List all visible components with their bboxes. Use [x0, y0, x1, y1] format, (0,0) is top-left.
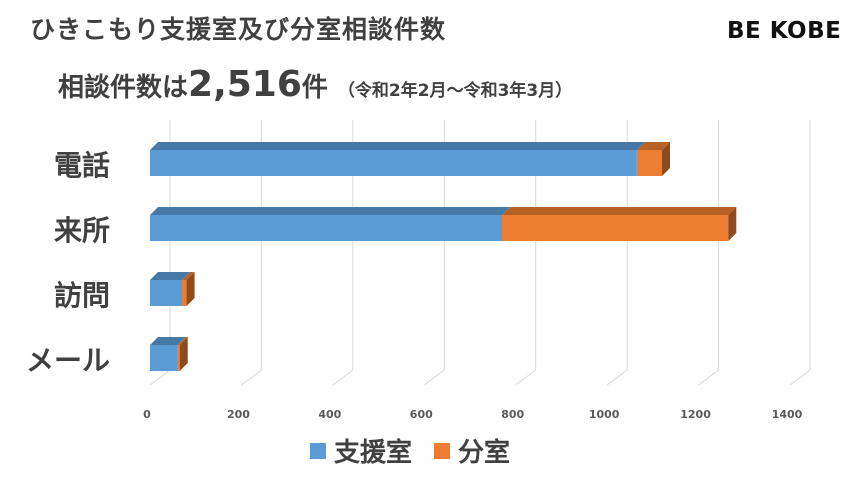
x-tick-label: 1400: [772, 408, 803, 421]
bar-side: [186, 272, 195, 306]
x-tick-label: 1200: [680, 408, 711, 421]
gridline-base-800: [515, 369, 537, 386]
legend-item-branch-office: 分室: [434, 432, 510, 469]
legend-swatch-branch-office: [434, 442, 451, 459]
gridline-base-1200: [698, 369, 719, 386]
summary-period: （令和2年2月～令和3年3月）: [337, 81, 573, 101]
bar-support-office: [150, 345, 178, 371]
chart-legend: 支援室 分室: [310, 432, 532, 469]
legend-item-support-office: 支援室: [310, 432, 412, 469]
gridline-base-200: [241, 369, 262, 386]
category-label: 電話: [54, 149, 110, 182]
bar-support-office: [150, 280, 182, 306]
x-tick-label: 1000: [589, 408, 620, 421]
gridline-base-0: [149, 369, 171, 386]
summary-value: 2,516: [188, 64, 302, 105]
x-tick-label: 0: [143, 408, 151, 421]
bar-branch-office: [636, 150, 662, 176]
gridline-base-600: [423, 369, 445, 386]
bar-top-branch-office: [182, 272, 195, 280]
be-kobe-logo: BE KOBE: [727, 18, 842, 44]
summary-prefix: 相談件数は: [58, 73, 189, 103]
legend-label-branch-office: 分室: [458, 438, 511, 468]
category-label: メール: [26, 344, 110, 377]
bar-support-office: [150, 150, 637, 176]
bar-top-branch-office: [502, 207, 737, 215]
summary-line: 相談件数は2,516件 （令和2年2月～令和3年3月）: [58, 64, 572, 105]
legend-label-support-office: 支援室: [334, 438, 413, 468]
bar-top-support-office: [150, 337, 186, 345]
bar-branch-office: [177, 345, 180, 371]
bar-top-support-office: [150, 142, 645, 150]
bar-side: [662, 142, 670, 176]
bar-support-office: [150, 215, 502, 241]
category-label: 訪問: [54, 279, 110, 312]
bar-branch-office: [502, 215, 729, 241]
gridline-base-400: [332, 369, 354, 386]
x-tick-label: 800: [501, 408, 524, 421]
bar-top-support-office: [150, 272, 190, 280]
x-tick-label: 200: [227, 408, 250, 421]
bar-top-branch-office: [177, 337, 188, 345]
summary-unit: 件: [301, 73, 328, 103]
gridline-base-1000: [606, 369, 628, 386]
bar-top-support-office: [150, 207, 510, 215]
bar-branch-office: [182, 280, 187, 306]
legend-swatch-support-office: [310, 442, 326, 459]
gridline-base-1400: [789, 369, 811, 386]
bar-side: [179, 337, 188, 371]
chart-title: ひきこもり支援室及び分室相談件数: [30, 15, 447, 44]
category-label: 来所: [54, 214, 110, 247]
bar-side: [728, 207, 737, 241]
x-tick-label: 400: [318, 408, 341, 421]
x-tick-label: 600: [410, 408, 433, 421]
bar-top-branch-office: [636, 142, 670, 150]
